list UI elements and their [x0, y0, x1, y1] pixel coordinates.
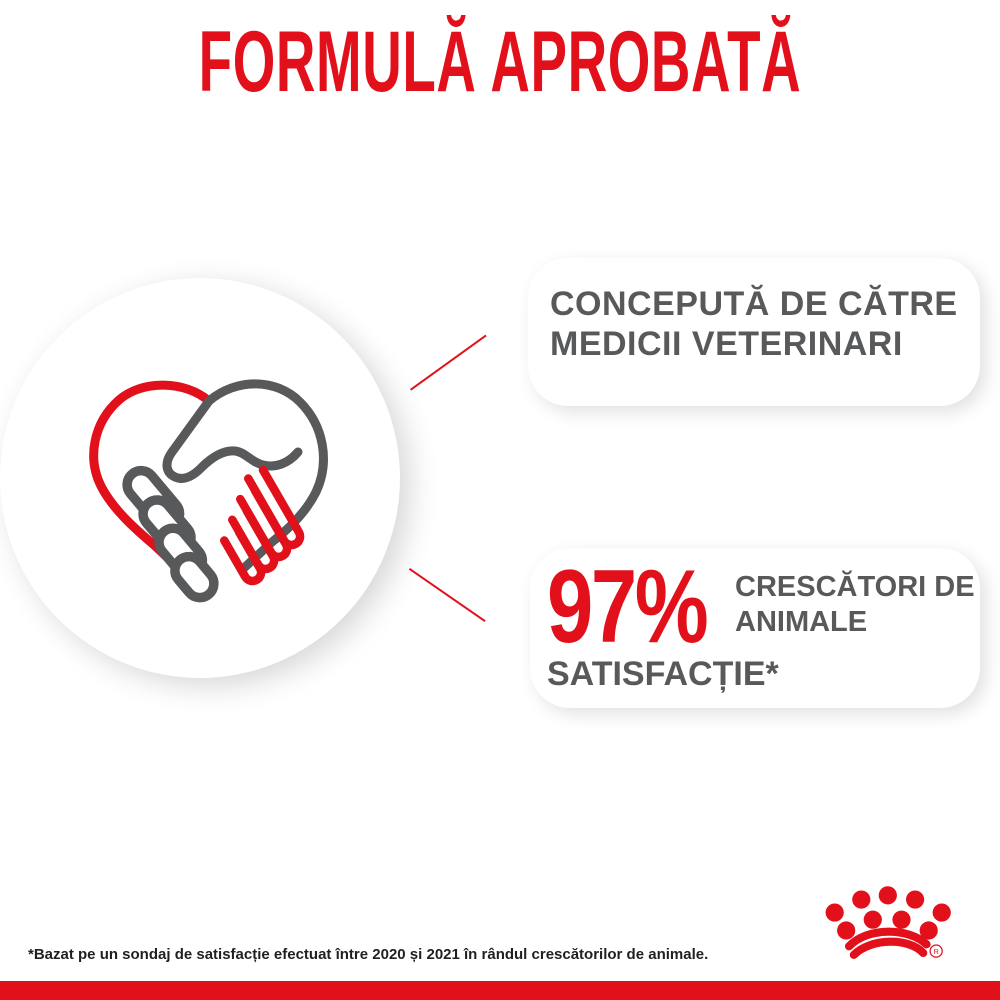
- svg-text:R: R: [934, 948, 939, 956]
